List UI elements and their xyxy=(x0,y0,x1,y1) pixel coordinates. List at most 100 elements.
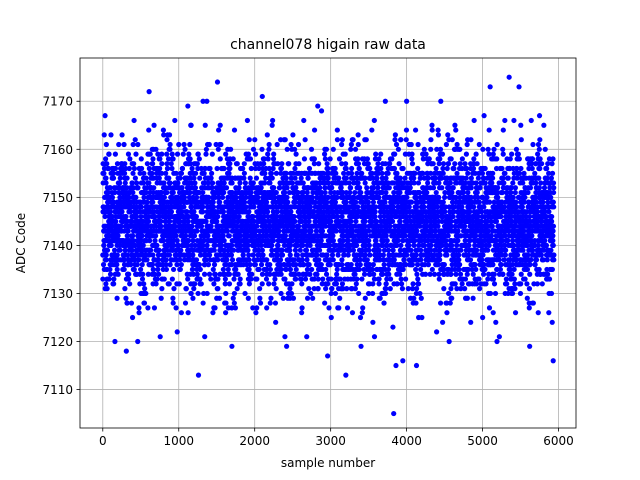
data-point xyxy=(141,300,148,306)
data-point xyxy=(435,223,441,229)
data-point xyxy=(267,180,273,186)
data-point xyxy=(248,276,254,282)
data-point xyxy=(468,175,474,181)
data-point xyxy=(103,175,109,181)
data-point xyxy=(127,156,133,162)
data-point xyxy=(470,295,476,301)
data-point xyxy=(459,281,465,287)
data-point xyxy=(217,252,223,258)
data-point xyxy=(210,310,216,316)
data-point xyxy=(167,180,173,186)
data-point xyxy=(324,199,330,205)
data-point xyxy=(273,170,280,176)
data-point xyxy=(328,314,334,321)
data-point xyxy=(445,233,451,239)
data-point xyxy=(409,161,416,167)
data-point xyxy=(241,161,247,167)
data-point xyxy=(236,185,242,191)
data-point xyxy=(103,257,109,263)
data-point xyxy=(348,170,355,176)
data-point xyxy=(158,223,164,229)
data-point xyxy=(188,290,194,297)
data-point xyxy=(210,204,217,210)
data-point xyxy=(398,137,404,143)
data-point xyxy=(413,286,420,292)
data-point xyxy=(352,286,358,292)
data-points xyxy=(100,74,557,417)
data-point xyxy=(252,262,258,268)
data-point xyxy=(206,271,213,277)
data-point xyxy=(218,242,224,248)
data-point xyxy=(110,175,117,181)
data-point xyxy=(471,156,477,162)
data-point xyxy=(330,238,336,244)
data-point xyxy=(143,175,149,181)
data-point xyxy=(279,161,285,167)
data-point xyxy=(323,271,330,277)
data-point xyxy=(152,271,158,277)
data-point xyxy=(270,117,276,124)
data-point xyxy=(431,271,438,277)
data-point xyxy=(361,271,368,277)
data-point xyxy=(264,257,270,263)
data-point xyxy=(369,127,375,133)
data-point xyxy=(371,117,377,124)
data-point xyxy=(159,151,165,157)
data-point xyxy=(158,218,164,224)
data-point xyxy=(392,137,398,143)
data-point xyxy=(327,262,333,268)
data-point xyxy=(264,209,271,215)
data-point xyxy=(376,194,382,200)
data-point xyxy=(162,252,168,258)
data-point xyxy=(212,271,218,277)
data-point xyxy=(159,286,165,292)
data-point xyxy=(111,247,118,253)
data-point xyxy=(355,161,362,167)
data-point xyxy=(450,213,456,220)
data-point xyxy=(346,180,352,186)
data-point xyxy=(457,146,463,152)
data-point xyxy=(408,141,414,148)
data-point xyxy=(311,127,318,133)
data-point xyxy=(294,252,300,258)
data-point xyxy=(422,271,429,277)
data-point xyxy=(397,271,403,277)
data-point xyxy=(387,286,393,292)
data-point xyxy=(143,189,149,196)
data-point xyxy=(193,257,200,263)
data-point xyxy=(428,242,434,248)
data-point xyxy=(139,262,145,268)
data-point xyxy=(133,194,139,200)
data-point xyxy=(306,286,312,292)
data-point xyxy=(245,242,251,248)
data-point xyxy=(316,257,322,263)
data-point xyxy=(105,189,111,196)
data-point xyxy=(190,271,197,277)
data-point xyxy=(203,151,209,157)
data-point xyxy=(270,156,277,162)
data-point xyxy=(133,151,139,157)
data-point xyxy=(250,180,256,186)
data-point xyxy=(149,262,156,268)
data-point xyxy=(224,228,231,234)
data-point xyxy=(287,266,293,273)
data-point xyxy=(166,175,172,181)
data-point xyxy=(125,252,131,258)
data-point xyxy=(149,170,155,176)
data-point xyxy=(216,194,222,200)
data-point xyxy=(342,151,348,157)
data-point xyxy=(173,170,179,176)
data-point xyxy=(133,180,140,186)
data-point xyxy=(402,233,408,239)
data-point xyxy=(164,137,170,143)
data-point xyxy=(408,247,414,253)
data-point xyxy=(418,257,424,263)
data-point xyxy=(382,199,388,205)
data-point xyxy=(314,271,320,277)
data-point xyxy=(195,165,201,172)
data-point xyxy=(164,165,171,172)
data-point xyxy=(371,334,378,340)
data-point xyxy=(299,281,305,287)
data-point xyxy=(126,165,132,172)
data-point xyxy=(268,295,274,301)
